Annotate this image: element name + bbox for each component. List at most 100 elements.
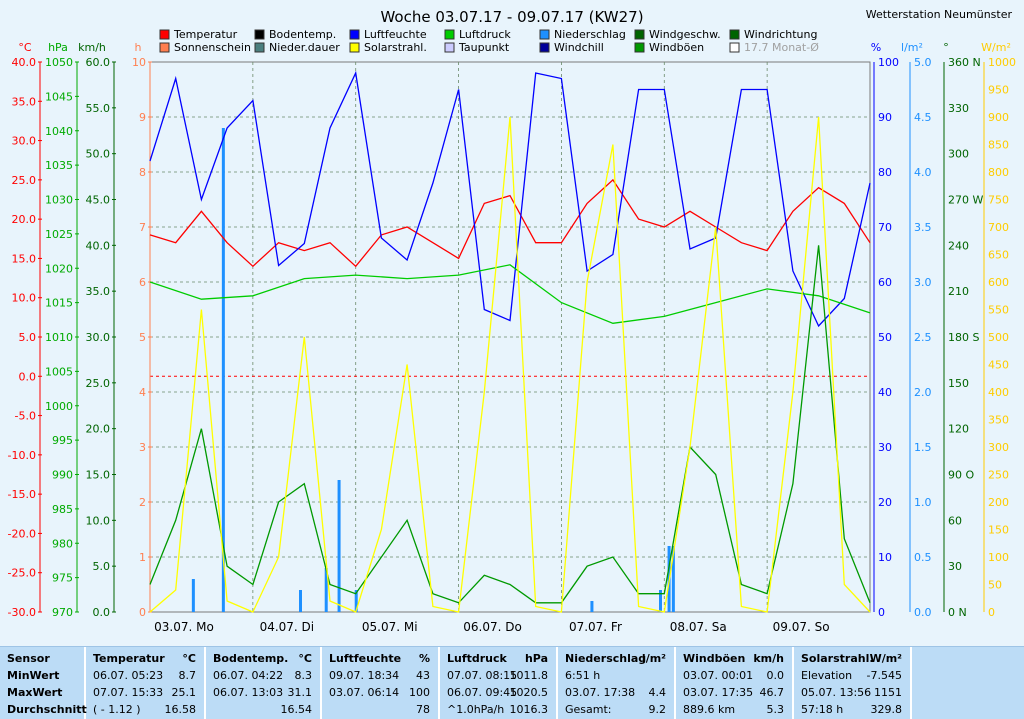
weather-chart: Woche 03.07.17 - 09.07.17 (KW27) Wetters… [8,8,1016,634]
stats-cell: 03.07. 06:14 [329,686,400,699]
stats-cell: 1011.8 [509,669,549,682]
stats-column: Windböen km/h 03.07. 00:01 0.0 03.07. 17:35 4… [676,647,794,719]
axis-tick-humid: 20 [878,496,892,509]
stats-cell: 100 [409,686,430,699]
stats-cell: 78 [416,703,430,716]
stats-cell: % [418,652,430,665]
axis-tick-hours: 5 [139,331,146,344]
axis-tick-press: 1000 [45,400,73,413]
axis-tick-press: 1015 [45,297,73,310]
axis-tick-press: 995 [52,434,73,447]
x-day-label: 05.07. Mi [362,620,418,634]
axis-tick-humid: 0 [878,606,885,619]
axis-tick-temp: 35.0 [12,95,37,108]
legend-label: Windchill [554,41,604,54]
axis-tick-press: 1010 [45,331,73,344]
stats-cell: Temperatur [93,652,165,665]
axis-tick-hours: 8 [139,166,146,179]
axis-tick-wind: 20.0 [86,423,111,436]
stats-cell: 16.58 [164,703,197,716]
axis-tick-rain: 3.5 [914,221,932,234]
legend-swatch [444,29,455,40]
axis-tick-dir: 0 N [948,606,967,619]
legend-label: 17.7 Monat-Ø [744,41,819,54]
legend-swatch [254,29,265,40]
axis-tick-solar: 650 [988,249,1009,262]
legend-swatch [634,29,645,40]
axis-tick-solar: 550 [988,304,1009,317]
stats-cell: Bodentemp. [213,652,289,665]
x-day-label: 04.07. Di [260,620,315,634]
stats-cell: °C [298,652,312,665]
stats-cell: 4.4 [648,686,667,699]
legend-label: Luftfeuchte [364,28,427,41]
axis-unit-wind: km/h [78,41,106,54]
axis-tick-hours: 9 [139,111,146,124]
station-name: Wetterstation Neumünster [866,8,1013,21]
axis-tick-press: 970 [52,606,73,619]
stats-cell: 06.07. 09:45 [447,686,518,699]
axis-tick-wind: 0.0 [93,606,111,619]
stats-cell: 1020.5 [509,686,549,699]
legend-swatch [159,29,170,40]
axis-tick-dir: 270 W [948,194,983,207]
legend-label: Bodentemp. [269,28,336,41]
axis-tick-hours: 4 [139,386,146,399]
axis-tick-temp: -5.0 [15,410,36,423]
x-day-label: 08.07. Sa [670,620,727,634]
grid [150,62,870,612]
series-line-solarstrahl [149,116,871,613]
stats-cell: Luftdruck [447,652,507,665]
axis-tick-wind: 10.0 [86,514,111,527]
axis-tick-solar: 700 [988,221,1009,234]
axis-tick-rain: 1.5 [914,441,932,454]
stats-cell: 25.1 [171,686,197,699]
axis-tick-temp: 25.0 [12,174,37,187]
stats-column: Niederschlag l/m² 6:51 h 03.07. 17:38 4.4 Ges… [558,647,676,719]
axis-tick-press: 975 [52,572,73,585]
stats-cell: km/h [753,652,784,665]
stats-cell: ^1.0hPa/h [447,703,505,716]
axis-tick-temp: -25.0 [8,567,36,580]
axis-tick-solar: 350 [988,414,1009,427]
axis-tick-solar: 1000 [988,56,1016,69]
axis-tick-wind: 5.0 [93,560,111,573]
axis-tick-wind: 50.0 [86,148,111,161]
axis-tick-dir: 120 [948,423,969,436]
rain-bar [337,480,341,612]
axis-tick-temp: -30.0 [8,606,36,619]
axis-tick-humid: 50 [878,331,892,344]
axis-tick-wind: 30.0 [86,331,111,344]
stats-cell: 43 [416,669,430,682]
axis-tick-temp: 10.0 [12,292,37,305]
axis-tick-dir: 180 S [948,331,979,344]
axis-tick-solar: 200 [988,496,1009,509]
axis-tick-press: 1030 [45,194,73,207]
stats-cell: 9.2 [648,703,667,716]
axis-tick-dir: 210 [948,285,969,298]
right-axes: 10090807060504030201005.04.54.03.53.02.5… [873,56,1016,619]
stats-cell: -7.545 [866,669,902,682]
stats-cell: 03.07. 17:38 [565,686,636,699]
rain-bar [671,546,675,612]
axis-tick-solar: 950 [988,84,1009,97]
axis-tick-hours: 2 [139,496,146,509]
axis-tick-press: 1040 [45,125,73,138]
axis-tick-wind: 35.0 [86,285,111,298]
axis-tick-wind: 40.0 [86,239,111,252]
legend-label: Temperatur [173,28,238,41]
stats-cell: Durchschnitt [7,703,87,716]
stats-cell: W/m² [869,652,902,665]
chart-title: Woche 03.07.17 - 09.07.17 (KW27) [380,8,643,26]
axis-tick-temp: 0.0 [19,370,37,383]
legend-label: Windböen [649,41,704,54]
legend-label: Solarstrahl. [364,41,427,54]
axis-tick-temp: 30.0 [12,135,37,148]
legend-label: Windgeschw. [649,28,721,41]
rain-bar [299,590,302,612]
stats-column: Sensor MinWert MaxWert Durchschnitt [0,647,87,719]
axis-tick-wind: 55.0 [86,102,111,115]
stats-column: Luftfeuchte% 09.07. 18:34 43 03.07. 06:14 10… [322,647,440,719]
stats-cell: ( - 1.12 ) [93,703,141,716]
axis-tick-humid: 100 [878,56,899,69]
